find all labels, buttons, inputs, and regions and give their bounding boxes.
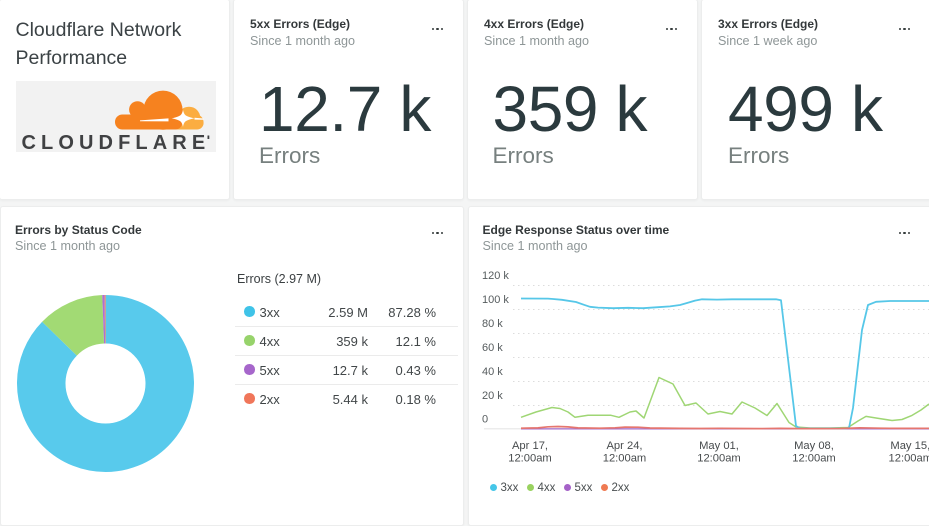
svg-text:12:00am: 12:00am	[697, 453, 741, 465]
svg-text:80 k: 80 k	[482, 318, 503, 330]
svg-text:May 01,: May 01,	[699, 440, 739, 452]
svg-text:120 k: 120 k	[482, 270, 509, 282]
svg-text:Apr 24,: Apr 24,	[606, 440, 642, 452]
svg-text:20 k: 20 k	[482, 390, 503, 402]
svg-text:12:00am: 12:00am	[889, 453, 929, 465]
svg-text:Apr 17,: Apr 17,	[512, 440, 548, 452]
svg-text:12:00am: 12:00am	[792, 453, 836, 465]
svg-text:40 k: 40 k	[482, 366, 503, 378]
svg-text:12:00am: 12:00am	[508, 453, 552, 465]
svg-text:12:00am: 12:00am	[603, 453, 647, 465]
svg-text:May 15,: May 15,	[890, 440, 929, 452]
svg-text:100 k: 100 k	[482, 294, 509, 306]
svg-text:0: 0	[482, 413, 488, 425]
svg-text:May 08,: May 08,	[794, 440, 834, 452]
svg-text:60 k: 60 k	[482, 342, 503, 354]
